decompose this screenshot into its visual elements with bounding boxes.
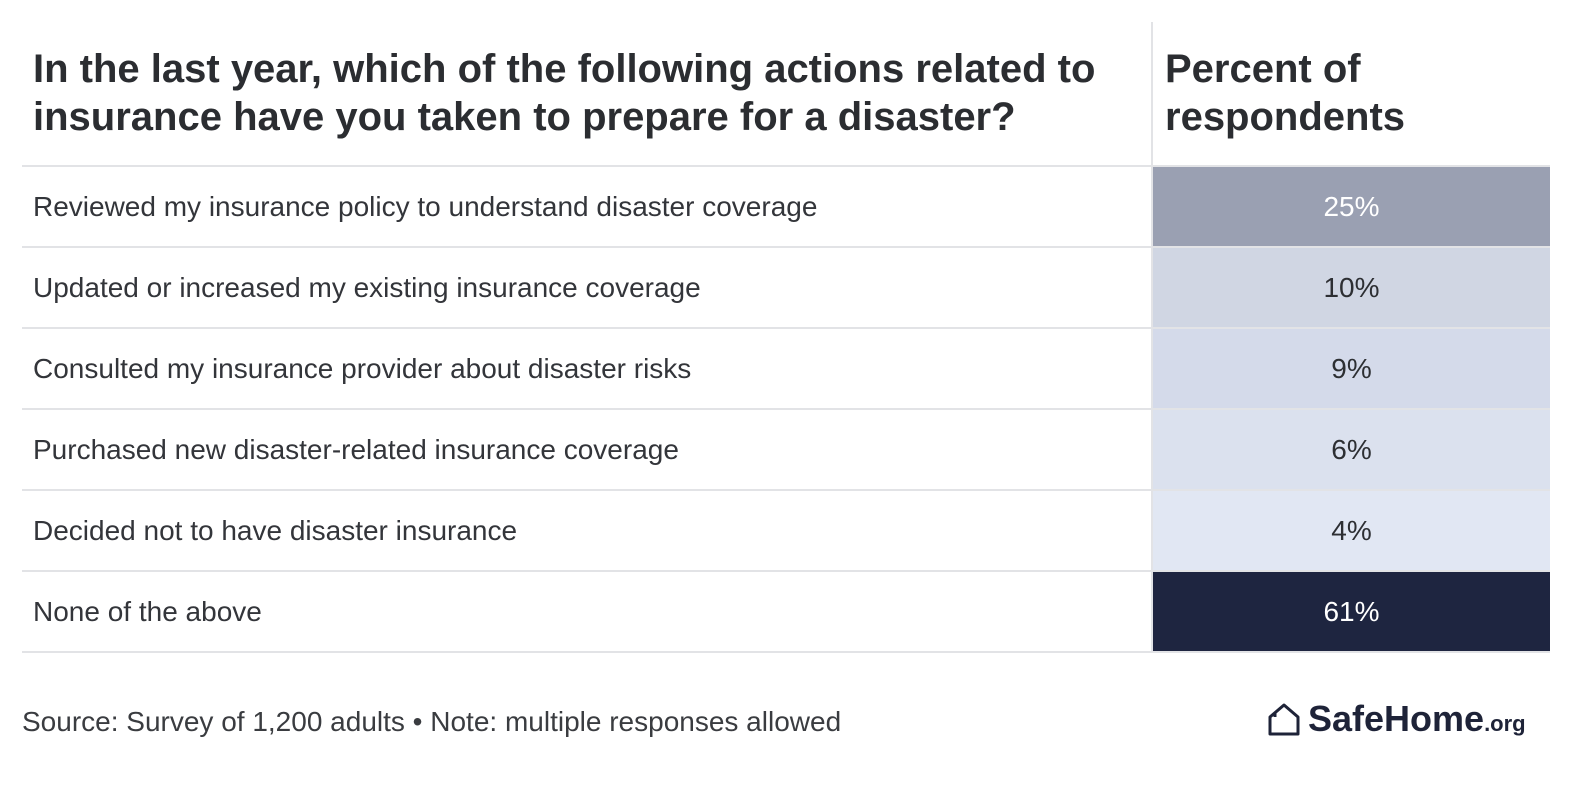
logo-name: SafeHome <box>1308 698 1485 739</box>
row-percent-cell: 10% <box>1153 248 1550 327</box>
source-note: Source: Survey of 1,200 adults • Note: m… <box>22 706 842 737</box>
table-body: Reviewed my insurance policy to understa… <box>22 167 1550 653</box>
row-label: None of the above <box>22 572 1153 651</box>
table-row: Consulted my insurance provider about di… <box>22 329 1550 410</box>
table-row: None of the above 61% <box>22 572 1550 653</box>
row-label: Purchased new disaster-related insurance… <box>22 410 1153 489</box>
row-label: Decided not to have disaster insurance <box>22 491 1153 570</box>
house-icon <box>1268 703 1300 736</box>
row-percent-cell: 25% <box>1153 167 1550 246</box>
results-table: In the last year, which of the following… <box>22 22 1550 653</box>
logo-suffix: .org <box>1484 711 1526 736</box>
row-label: Consulted my insurance provider about di… <box>22 329 1153 408</box>
table-row: Reviewed my insurance policy to understa… <box>22 167 1550 248</box>
row-percent-cell: 61% <box>1153 572 1550 651</box>
question-heading: In the last year, which of the following… <box>22 22 1153 165</box>
table-row: Decided not to have disaster insurance 4% <box>22 491 1550 572</box>
table-header: In the last year, which of the following… <box>22 22 1550 167</box>
percent-column-heading: Percent of respondents <box>1165 47 1406 139</box>
row-percent-cell: 9% <box>1153 329 1550 408</box>
row-percent-cell: 6% <box>1153 410 1550 489</box>
safehome-logo: SafeHome .org <box>1266 698 1526 740</box>
table-row: Updated or increased my existing insuran… <box>22 248 1550 329</box>
row-label: Updated or increased my existing insuran… <box>22 248 1153 327</box>
row-percent-cell: 4% <box>1153 491 1550 570</box>
row-label: Reviewed my insurance policy to understa… <box>22 167 1153 246</box>
table-row: Purchased new disaster-related insurance… <box>22 410 1550 491</box>
